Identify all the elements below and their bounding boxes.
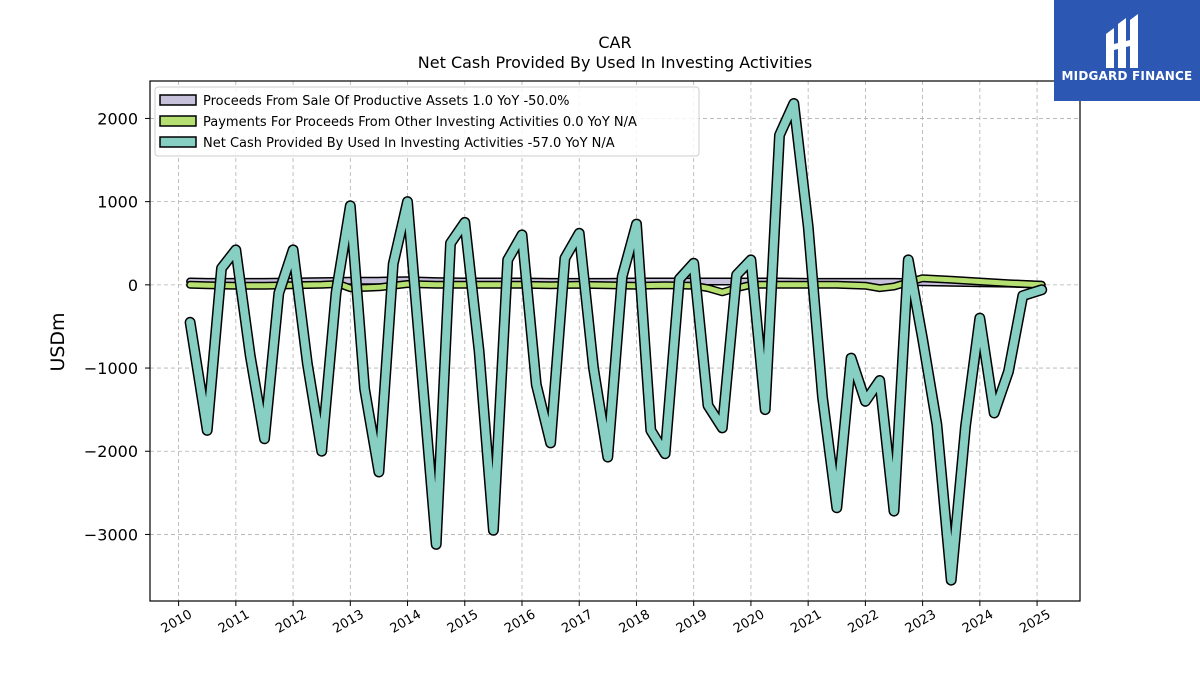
x-tick-label: 2020 bbox=[731, 607, 767, 637]
legend: Proceeds From Sale Of Productive Assets … bbox=[154, 86, 700, 157]
x-tick-label: 2019 bbox=[674, 607, 710, 637]
x-tick-label: 2021 bbox=[788, 607, 824, 637]
x-tick-label: 2022 bbox=[846, 607, 882, 637]
plot-frame bbox=[149, 80, 1081, 602]
axis-ticks: 2000 1000 0 −1000 −2000 −3000 2010 2011 2012 2013… bbox=[84, 109, 1054, 636]
legend-entry: Net Cash Provided By Used In Investing A… bbox=[203, 136, 615, 151]
x-tick-label: 2014 bbox=[388, 607, 424, 637]
x-tick-label: 2016 bbox=[502, 607, 538, 637]
x-tick-label: 2011 bbox=[216, 607, 252, 637]
x-tick-label: 2024 bbox=[960, 607, 996, 637]
y-tick-label: −3000 bbox=[84, 525, 138, 544]
logo-text: MIDGARD FINANCE bbox=[1061, 69, 1193, 83]
series-layer bbox=[184, 98, 1048, 586]
x-tick-label: 2025 bbox=[1017, 607, 1053, 637]
legend-box bbox=[154, 86, 700, 157]
legend-entry: Payments For Proceeds From Other Investi… bbox=[203, 115, 637, 130]
x-tick-label: 2012 bbox=[273, 607, 309, 637]
legend-swatch bbox=[159, 115, 197, 127]
x-tick-label: 2018 bbox=[617, 607, 653, 637]
y-tick-label: −2000 bbox=[84, 442, 138, 461]
chart-title: CAR bbox=[598, 33, 631, 52]
y-tick-label: −1000 bbox=[84, 359, 138, 378]
midgard-logo-icon bbox=[1106, 14, 1138, 68]
legend-entry: Proceeds From Sale Of Productive Assets … bbox=[203, 94, 569, 109]
x-tick-label: 2017 bbox=[559, 607, 595, 637]
x-tick-label: 2023 bbox=[903, 607, 939, 637]
series-line bbox=[184, 98, 1048, 586]
x-tick-label: 2010 bbox=[159, 607, 195, 637]
legend-swatch bbox=[159, 94, 197, 106]
y-tick-label: 1000 bbox=[97, 193, 138, 212]
y-tick-label: 0 bbox=[128, 276, 138, 295]
legend-swatch bbox=[159, 136, 197, 148]
y-axis-label: USDm bbox=[47, 312, 69, 371]
series-core bbox=[186, 99, 1046, 585]
chart-subtitle: Net Cash Provided By Used In Investing A… bbox=[418, 53, 812, 72]
y-tick-label: 2000 bbox=[97, 109, 138, 128]
x-tick-label: 2015 bbox=[445, 607, 481, 637]
midgard-finance-logo: MIDGARD FINANCE bbox=[1054, 0, 1200, 101]
x-tick-label: 2013 bbox=[330, 607, 366, 637]
